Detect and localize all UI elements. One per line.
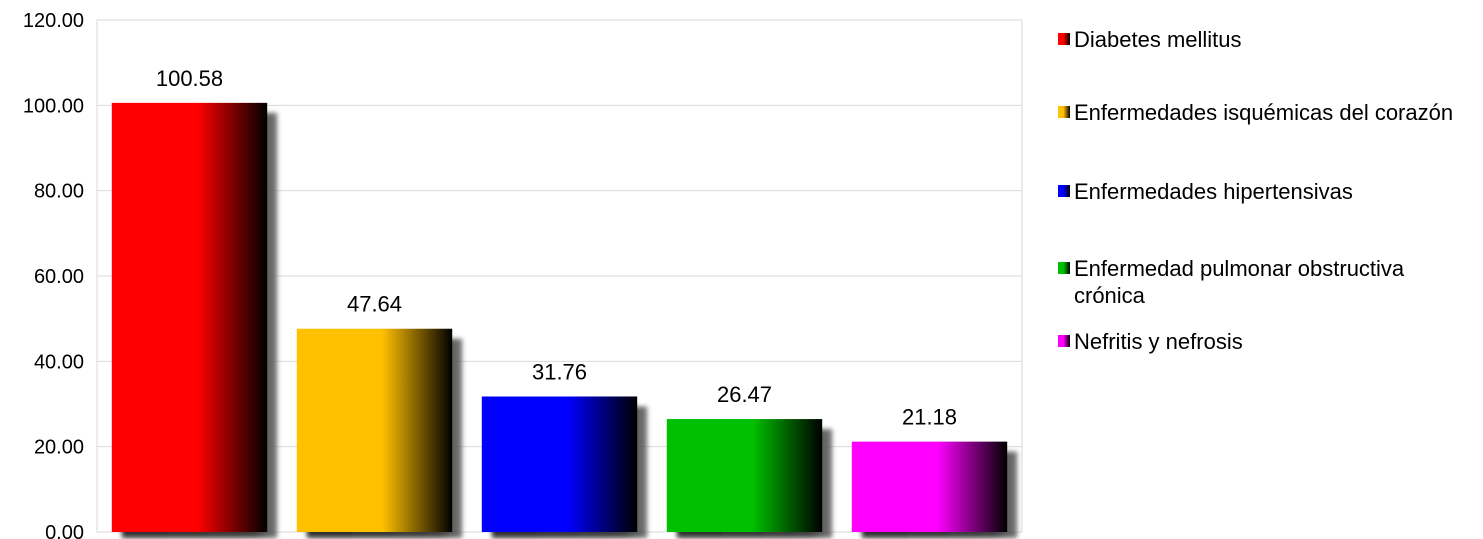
y-tick-label: 100.00 (23, 95, 84, 117)
legend-label-diabetes: Diabetes mellitus (1074, 27, 1242, 52)
bar (111, 102, 268, 532)
legend-swatch-diabetes (1058, 33, 1070, 45)
bars (111, 102, 1018, 538)
bar (851, 441, 1008, 532)
y-tick-label: 80.00 (34, 181, 84, 203)
data-label: 100.58 (156, 66, 223, 91)
legend-label-cardiopatia: Enfermedades isquémicas del corazón (1074, 100, 1454, 125)
data-label: 31.76 (532, 359, 587, 384)
legend-swatch-cardiopatia (1058, 106, 1070, 118)
legend-swatch-hipertension (1058, 185, 1070, 197)
y-tick-label: 120.00 (23, 10, 84, 32)
legend-label-epoc: Enfermedad pulmonar obstructiva crónica (1074, 256, 1405, 308)
bar (481, 396, 638, 532)
legend-item-nefritis: Nefritis y nefrosis (1058, 328, 1478, 355)
y-tick-label: 40.00 (34, 351, 84, 373)
legend-item-diabetes: Diabetes mellitus (1058, 26, 1478, 53)
legend-item-hipertension: Enfermedades hipertensivas (1058, 178, 1478, 205)
legend-swatch-epoc (1058, 262, 1070, 274)
legend-label-nefritis: Nefritis y nefrosis (1074, 329, 1243, 354)
y-tick-label: 20.00 (34, 437, 84, 459)
legend-label-hipertension: Enfermedades hipertensivas (1074, 179, 1353, 204)
legend-item-epoc: Enfermedad pulmonar obstructiva crónica (1058, 255, 1478, 309)
data-labels: 100.58 47.64 31.76 26.47 21.18 (156, 66, 957, 430)
bar (666, 419, 823, 532)
y-tick-label: 0.00 (45, 522, 84, 539)
data-label: 47.64 (347, 292, 402, 317)
data-label: 26.47 (717, 382, 772, 407)
y-axis-ticks: 0.00 20.00 40.00 60.00 80.00 100.00 120.00 (23, 10, 84, 539)
y-tick-label: 60.00 (34, 266, 84, 288)
bar (296, 328, 453, 532)
legend-swatch-nefritis (1058, 335, 1070, 347)
data-label: 21.18 (902, 405, 957, 430)
legend-item-cardiopatia: Enfermedades isquémicas del corazón (1058, 99, 1478, 126)
